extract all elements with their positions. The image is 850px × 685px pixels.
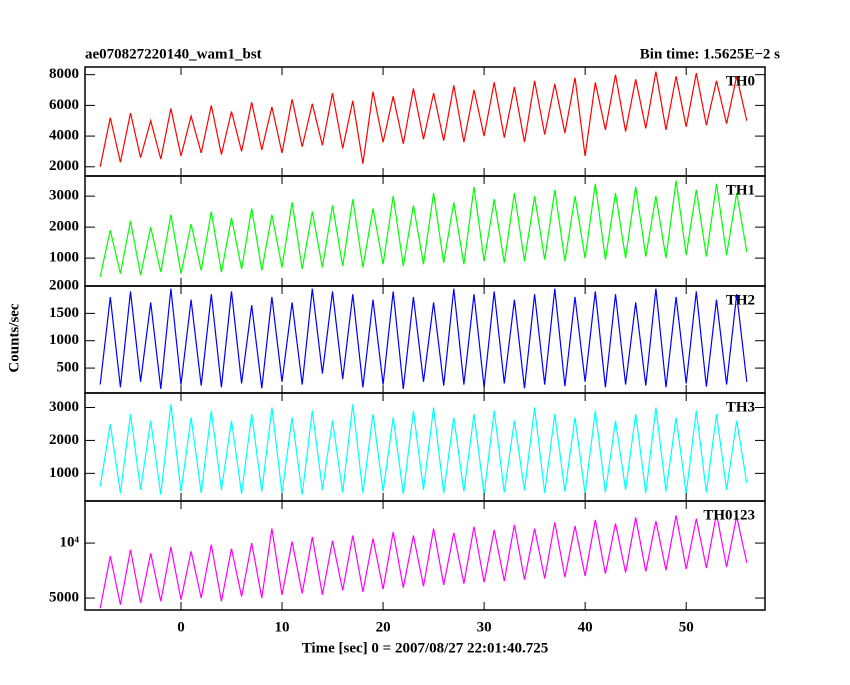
chart-subtitle: Bin time: 1.5625E−2 s (640, 46, 780, 62)
data-line (99, 288, 748, 389)
data-line (99, 71, 748, 167)
panel-frame (84, 66, 766, 177)
x-tick-label: 10 (275, 619, 290, 635)
y-tick-label: 5000 (49, 589, 79, 605)
y-tick-label: 2000 (49, 277, 79, 293)
x-tick-label: 30 (477, 619, 492, 635)
x-axis-label: Time [sec] 0 = 2007/08/27 22:01:40.725 (302, 640, 549, 656)
data-line (99, 513, 748, 609)
x-tick-label: 40 (578, 619, 593, 635)
y-tick-label: 1000 (49, 465, 79, 481)
y-tick-label: 1000 (49, 250, 79, 266)
y-tick-label: 6000 (49, 97, 79, 113)
y-tick-label: 500 (57, 360, 80, 376)
y-tick-label: 2000 (49, 432, 79, 448)
y-tick-label: 2000 (49, 219, 79, 235)
y-tick-label: 1500 (49, 305, 79, 321)
x-tick-label: 0 (177, 619, 185, 635)
y-tick-label: 3000 (49, 188, 79, 204)
y-tick-label: 4000 (49, 128, 79, 144)
series-label: TH0123 (703, 507, 755, 523)
chart-title: ae070827220140_wam1_bst (85, 46, 262, 62)
series-label: TH3 (726, 399, 755, 415)
y-tick-label: 1000 (49, 332, 79, 348)
panel-frame (84, 175, 766, 287)
series-label: TH1 (726, 182, 755, 198)
x-tick-label: 20 (376, 619, 391, 635)
data-line (99, 404, 748, 495)
y-axis-label: Counts/sec (6, 303, 22, 373)
series-label: TH2 (726, 292, 755, 308)
y-tick-label: 3000 (49, 399, 79, 415)
y-tick-label: 2000 (49, 158, 79, 174)
panel-frame (84, 285, 766, 394)
panel-frame (84, 500, 766, 611)
x-tick-label: 50 (679, 619, 694, 635)
data-line (99, 180, 748, 277)
y-tick-label: 8000 (49, 66, 79, 82)
series-label: TH0 (726, 73, 755, 89)
y-tick-label: 10⁴ (60, 535, 80, 551)
